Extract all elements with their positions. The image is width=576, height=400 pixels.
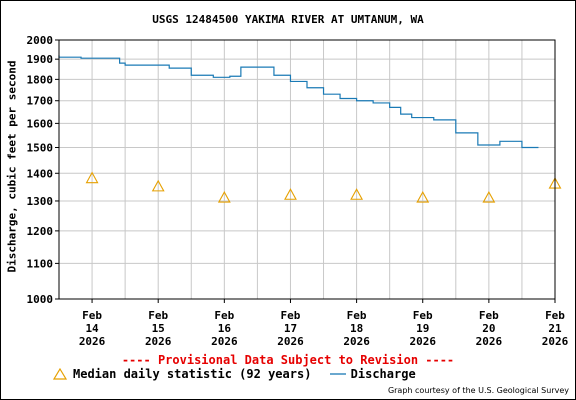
x-tick-label: 18 bbox=[350, 322, 363, 335]
x-tick-label: Feb bbox=[479, 309, 499, 322]
plot-area bbox=[59, 40, 555, 299]
median-marker bbox=[482, 190, 496, 203]
y-tick-label: 1800 bbox=[27, 73, 54, 86]
legend-label-median: Median daily statistic (92 years) bbox=[73, 367, 312, 381]
x-tick-label: 2026 bbox=[542, 335, 569, 348]
legend: Median daily statistic (92 years) Discha… bbox=[53, 367, 426, 383]
x-tick-label: 2026 bbox=[79, 335, 106, 348]
x-tick-label: 14 bbox=[85, 322, 99, 335]
median-marker bbox=[151, 179, 165, 192]
x-tick-label: 2026 bbox=[343, 335, 370, 348]
x-tick-label: Feb bbox=[413, 309, 433, 322]
median-marker bbox=[350, 188, 364, 200]
discharge-line bbox=[58, 55, 539, 149]
x-tick-label: Feb bbox=[347, 309, 367, 322]
legend-label-discharge: Discharge bbox=[350, 367, 416, 381]
y-tick-label: 1100 bbox=[27, 257, 54, 270]
legend-item-discharge: Discharge bbox=[329, 367, 416, 381]
line-swatch-icon bbox=[329, 373, 346, 375]
legend-item-median: Median daily statistic (92 years) bbox=[53, 367, 311, 381]
plot-border bbox=[58, 39, 556, 300]
y-tick-label: 1200 bbox=[27, 225, 54, 238]
x-tick-label: 21 bbox=[548, 322, 562, 335]
x-tick-label: Feb bbox=[281, 309, 301, 322]
median-marker bbox=[416, 190, 430, 203]
x-tick-label: 17 bbox=[284, 322, 297, 335]
x-tick-label: 2026 bbox=[409, 335, 436, 348]
x-tick-label: Feb bbox=[545, 309, 565, 322]
x-tick-label: Feb bbox=[82, 309, 102, 322]
x-tick-label: 2026 bbox=[211, 335, 238, 348]
y-tick-label: 1700 bbox=[27, 95, 54, 108]
x-tick-label: 2026 bbox=[277, 335, 304, 348]
x-tick-label: 2026 bbox=[476, 335, 503, 348]
y-tick-label: 1000 bbox=[27, 293, 54, 306]
x-tick-label: 20 bbox=[482, 322, 495, 335]
x-tick-label: 19 bbox=[416, 322, 429, 335]
y-tick-label: 1400 bbox=[27, 167, 54, 180]
x-tick-label: Feb bbox=[148, 309, 168, 322]
x-tick-label: Feb bbox=[214, 309, 234, 322]
median-marker bbox=[284, 188, 297, 200]
y-tick-label: 1500 bbox=[27, 141, 54, 154]
provisional-notice: ---- Provisional Data Subject to Revisio… bbox=[121, 353, 455, 367]
y-tick-label: 2000 bbox=[27, 34, 54, 47]
triangle-icon bbox=[53, 368, 67, 380]
y-tick-label: 1900 bbox=[27, 53, 54, 66]
y-tick-label: 1600 bbox=[27, 117, 54, 130]
median-marker bbox=[85, 171, 99, 184]
x-tick-label: 2026 bbox=[145, 335, 172, 348]
median-marker bbox=[217, 190, 231, 203]
credit-text: Graph courtesy of the U.S. Geological Su… bbox=[387, 386, 569, 395]
x-tick-label: 15 bbox=[152, 322, 165, 335]
x-tick-label: 16 bbox=[218, 322, 232, 335]
y-tick-label: 1300 bbox=[27, 195, 54, 208]
chart-title: USGS 12484500 YAKIMA RIVER AT UMTANUM, W… bbox=[152, 13, 424, 26]
